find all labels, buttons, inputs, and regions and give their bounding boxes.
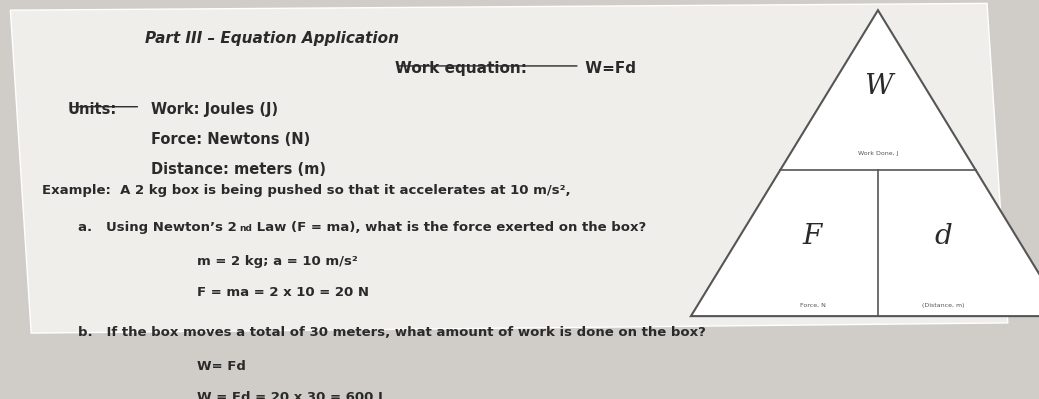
Text: nd: nd — [239, 224, 251, 233]
Text: W=Fd: W=Fd — [580, 61, 636, 76]
Text: m = 2 kg; a = 10 m/s²: m = 2 kg; a = 10 m/s² — [197, 255, 358, 268]
Text: Law (F = ma), what is the force exerted on the box?: Law (F = ma), what is the force exerted … — [252, 221, 646, 234]
Text: Part III – Equation Application: Part III – Equation Application — [145, 31, 399, 45]
Text: d: d — [934, 223, 953, 250]
Text: (Distance, m): (Distance, m) — [923, 302, 964, 308]
Text: Units:: Units: — [68, 102, 116, 117]
Text: F = ma = 2 x 10 = 20 N: F = ma = 2 x 10 = 20 N — [197, 286, 370, 298]
Text: a.   Using Newton’s 2: a. Using Newton’s 2 — [78, 221, 237, 234]
Text: Work Done, J: Work Done, J — [858, 151, 898, 156]
Text: Work: Joules (J): Work: Joules (J) — [151, 102, 277, 117]
Text: Example:  A 2 kg box is being pushed so that it accelerates at 10 m/s²,: Example: A 2 kg box is being pushed so t… — [42, 184, 570, 197]
Text: W= Fd: W= Fd — [197, 360, 246, 373]
Text: Work equation:: Work equation: — [395, 61, 527, 76]
Text: Force: Newtons (N): Force: Newtons (N) — [151, 132, 310, 147]
Polygon shape — [691, 10, 1039, 316]
Text: W = Fd = 20 x 30 = 600 J: W = Fd = 20 x 30 = 600 J — [197, 391, 383, 399]
Polygon shape — [10, 4, 1008, 333]
Text: b.   If the box moves a total of 30 meters, what amount of work is done on the b: b. If the box moves a total of 30 meters… — [78, 326, 705, 339]
Text: Force, N: Force, N — [800, 302, 825, 308]
Text: Distance: meters (m): Distance: meters (m) — [151, 162, 325, 177]
Text: F: F — [803, 223, 822, 250]
Text: W: W — [863, 73, 893, 100]
